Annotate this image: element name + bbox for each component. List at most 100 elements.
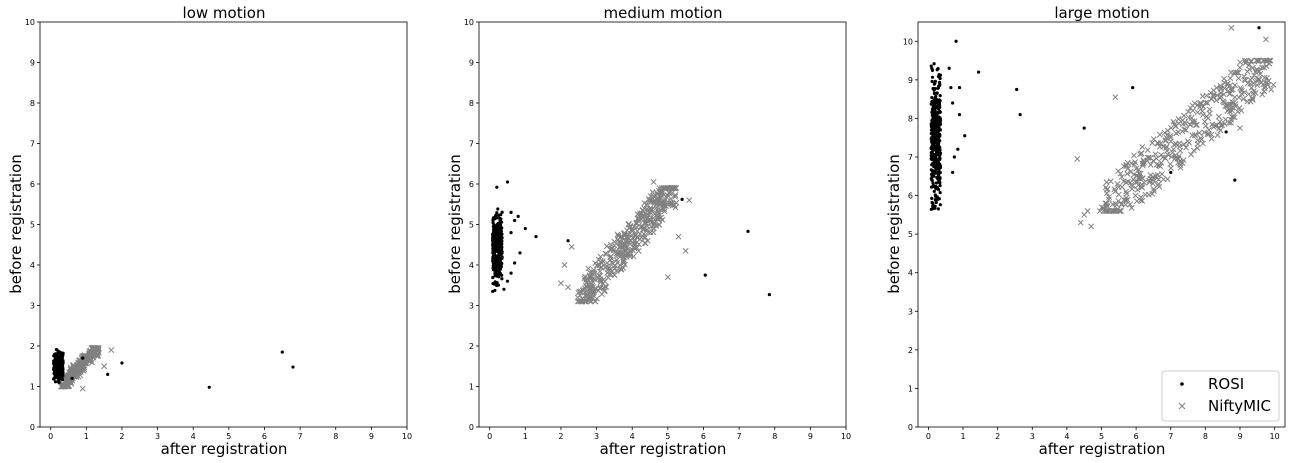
rosi-point xyxy=(500,277,504,281)
rosi-point xyxy=(767,292,771,297)
niftymic-point xyxy=(1152,151,1159,158)
rosi-point xyxy=(52,354,56,358)
niftymic-point xyxy=(67,368,74,375)
niftymic-point xyxy=(1139,184,1146,191)
niftymic-point xyxy=(1216,125,1223,132)
rosi-point xyxy=(497,241,501,246)
niftymic-point xyxy=(1113,208,1119,214)
rosi-point xyxy=(938,132,942,136)
niftymic-point xyxy=(94,353,100,360)
y-tick-label: 1 xyxy=(469,383,474,392)
niftymic-point xyxy=(1167,134,1174,141)
rosi-point xyxy=(494,232,498,237)
niftymic-point xyxy=(74,364,81,371)
y-tick-label: 9 xyxy=(30,59,35,68)
niftymic-point xyxy=(1124,170,1131,177)
niftymic-point xyxy=(63,380,70,386)
y-tick-label: 2 xyxy=(469,342,474,351)
niftymic-point xyxy=(1249,95,1256,101)
niftymic-point xyxy=(1129,185,1136,192)
rosi-point xyxy=(929,128,934,132)
x-tick-label: 4 xyxy=(630,432,635,441)
niftymic-point xyxy=(1194,141,1201,148)
niftymic-point xyxy=(664,192,671,198)
niftymic-point xyxy=(606,271,613,278)
y-axis: 0 1 2 3 4 5 6 7 8 9 10 xyxy=(25,18,40,432)
niftymic-point xyxy=(1254,57,1261,64)
rosi-point xyxy=(491,242,495,246)
rosi-point xyxy=(280,350,284,354)
x-tick-label: 1 xyxy=(84,432,89,441)
niftymic-point xyxy=(1215,113,1222,120)
x-axis-label: after registration xyxy=(1039,440,1166,458)
niftymic-point xyxy=(1177,158,1184,165)
niftymic-point xyxy=(101,363,108,370)
niftymic-point xyxy=(1234,108,1241,115)
niftymic-point xyxy=(108,347,115,354)
niftymic-point xyxy=(1235,69,1242,76)
niftymic-point xyxy=(88,345,95,352)
niftymic-point xyxy=(1110,208,1117,214)
rosi-point xyxy=(207,385,211,389)
y-tick-label: 10 xyxy=(464,18,474,27)
niftymic-point xyxy=(641,200,648,207)
niftymic-point xyxy=(1171,141,1178,148)
y-tick-label: 4 xyxy=(908,269,913,278)
rosi-point xyxy=(934,200,938,205)
rosi-point xyxy=(933,145,937,149)
rosi-point xyxy=(56,357,60,361)
rosi-point xyxy=(976,70,981,74)
niftymic-point xyxy=(1106,193,1112,200)
niftymic-point xyxy=(634,234,640,241)
y-tick-label: 8 xyxy=(469,99,474,108)
niftymic-point xyxy=(623,245,630,252)
niftymic-point xyxy=(1168,125,1175,131)
rosi-point xyxy=(57,365,61,370)
niftymic-point xyxy=(1189,118,1196,125)
rosi-point xyxy=(1224,130,1228,134)
niftymic-point xyxy=(1181,112,1187,119)
niftymic-point xyxy=(1187,121,1193,128)
niftymic-point xyxy=(1121,197,1127,203)
niftymic-point xyxy=(657,194,664,201)
niftymic-point xyxy=(1262,57,1268,64)
rosi-point xyxy=(938,183,942,188)
rosi-point xyxy=(931,181,935,185)
niftymic-point xyxy=(1170,146,1177,153)
rosi-point xyxy=(509,210,513,214)
rosi-point xyxy=(498,219,502,224)
niftymic-point xyxy=(1103,203,1110,209)
niftymic-point xyxy=(1088,223,1095,230)
niftymic-point xyxy=(561,262,568,268)
x-tick-label: 9 xyxy=(369,432,374,441)
niftymic-point xyxy=(668,200,674,207)
rosi-point xyxy=(494,213,498,217)
niftymic-point xyxy=(58,383,65,390)
x-tick-label: 6 xyxy=(701,432,706,441)
x-tick-label: 10 xyxy=(841,432,851,441)
rosi-point xyxy=(931,204,935,208)
rosi-point xyxy=(499,217,503,221)
niftymic-point xyxy=(77,372,84,379)
rosi-point xyxy=(938,164,942,168)
rosi-point xyxy=(505,279,510,283)
niftymic-point xyxy=(557,280,564,287)
rosi-point xyxy=(951,101,955,105)
niftymic-point xyxy=(1199,111,1206,118)
rosi-point xyxy=(60,363,64,367)
chart-title: low motion xyxy=(183,4,266,22)
niftymic-point xyxy=(1133,165,1140,172)
rosi-point xyxy=(934,167,939,171)
y-tick-label: 8 xyxy=(30,99,35,108)
rosi-point xyxy=(493,288,497,293)
y-axis: 0 1 2 3 4 5 6 7 8 9 10 xyxy=(903,37,918,432)
niftymic-point xyxy=(672,204,679,211)
rosi-point xyxy=(936,67,940,71)
x-tick-label: 7 xyxy=(737,432,742,441)
niftymic-point xyxy=(1190,147,1197,154)
niftymic-point xyxy=(625,235,632,242)
niftymic-point xyxy=(1224,80,1231,87)
rosi-point xyxy=(491,264,495,268)
niftymic-point xyxy=(1105,196,1112,203)
x-axis: 0 1 2 3 4 5 6 7 8 9 10 xyxy=(926,427,1280,441)
